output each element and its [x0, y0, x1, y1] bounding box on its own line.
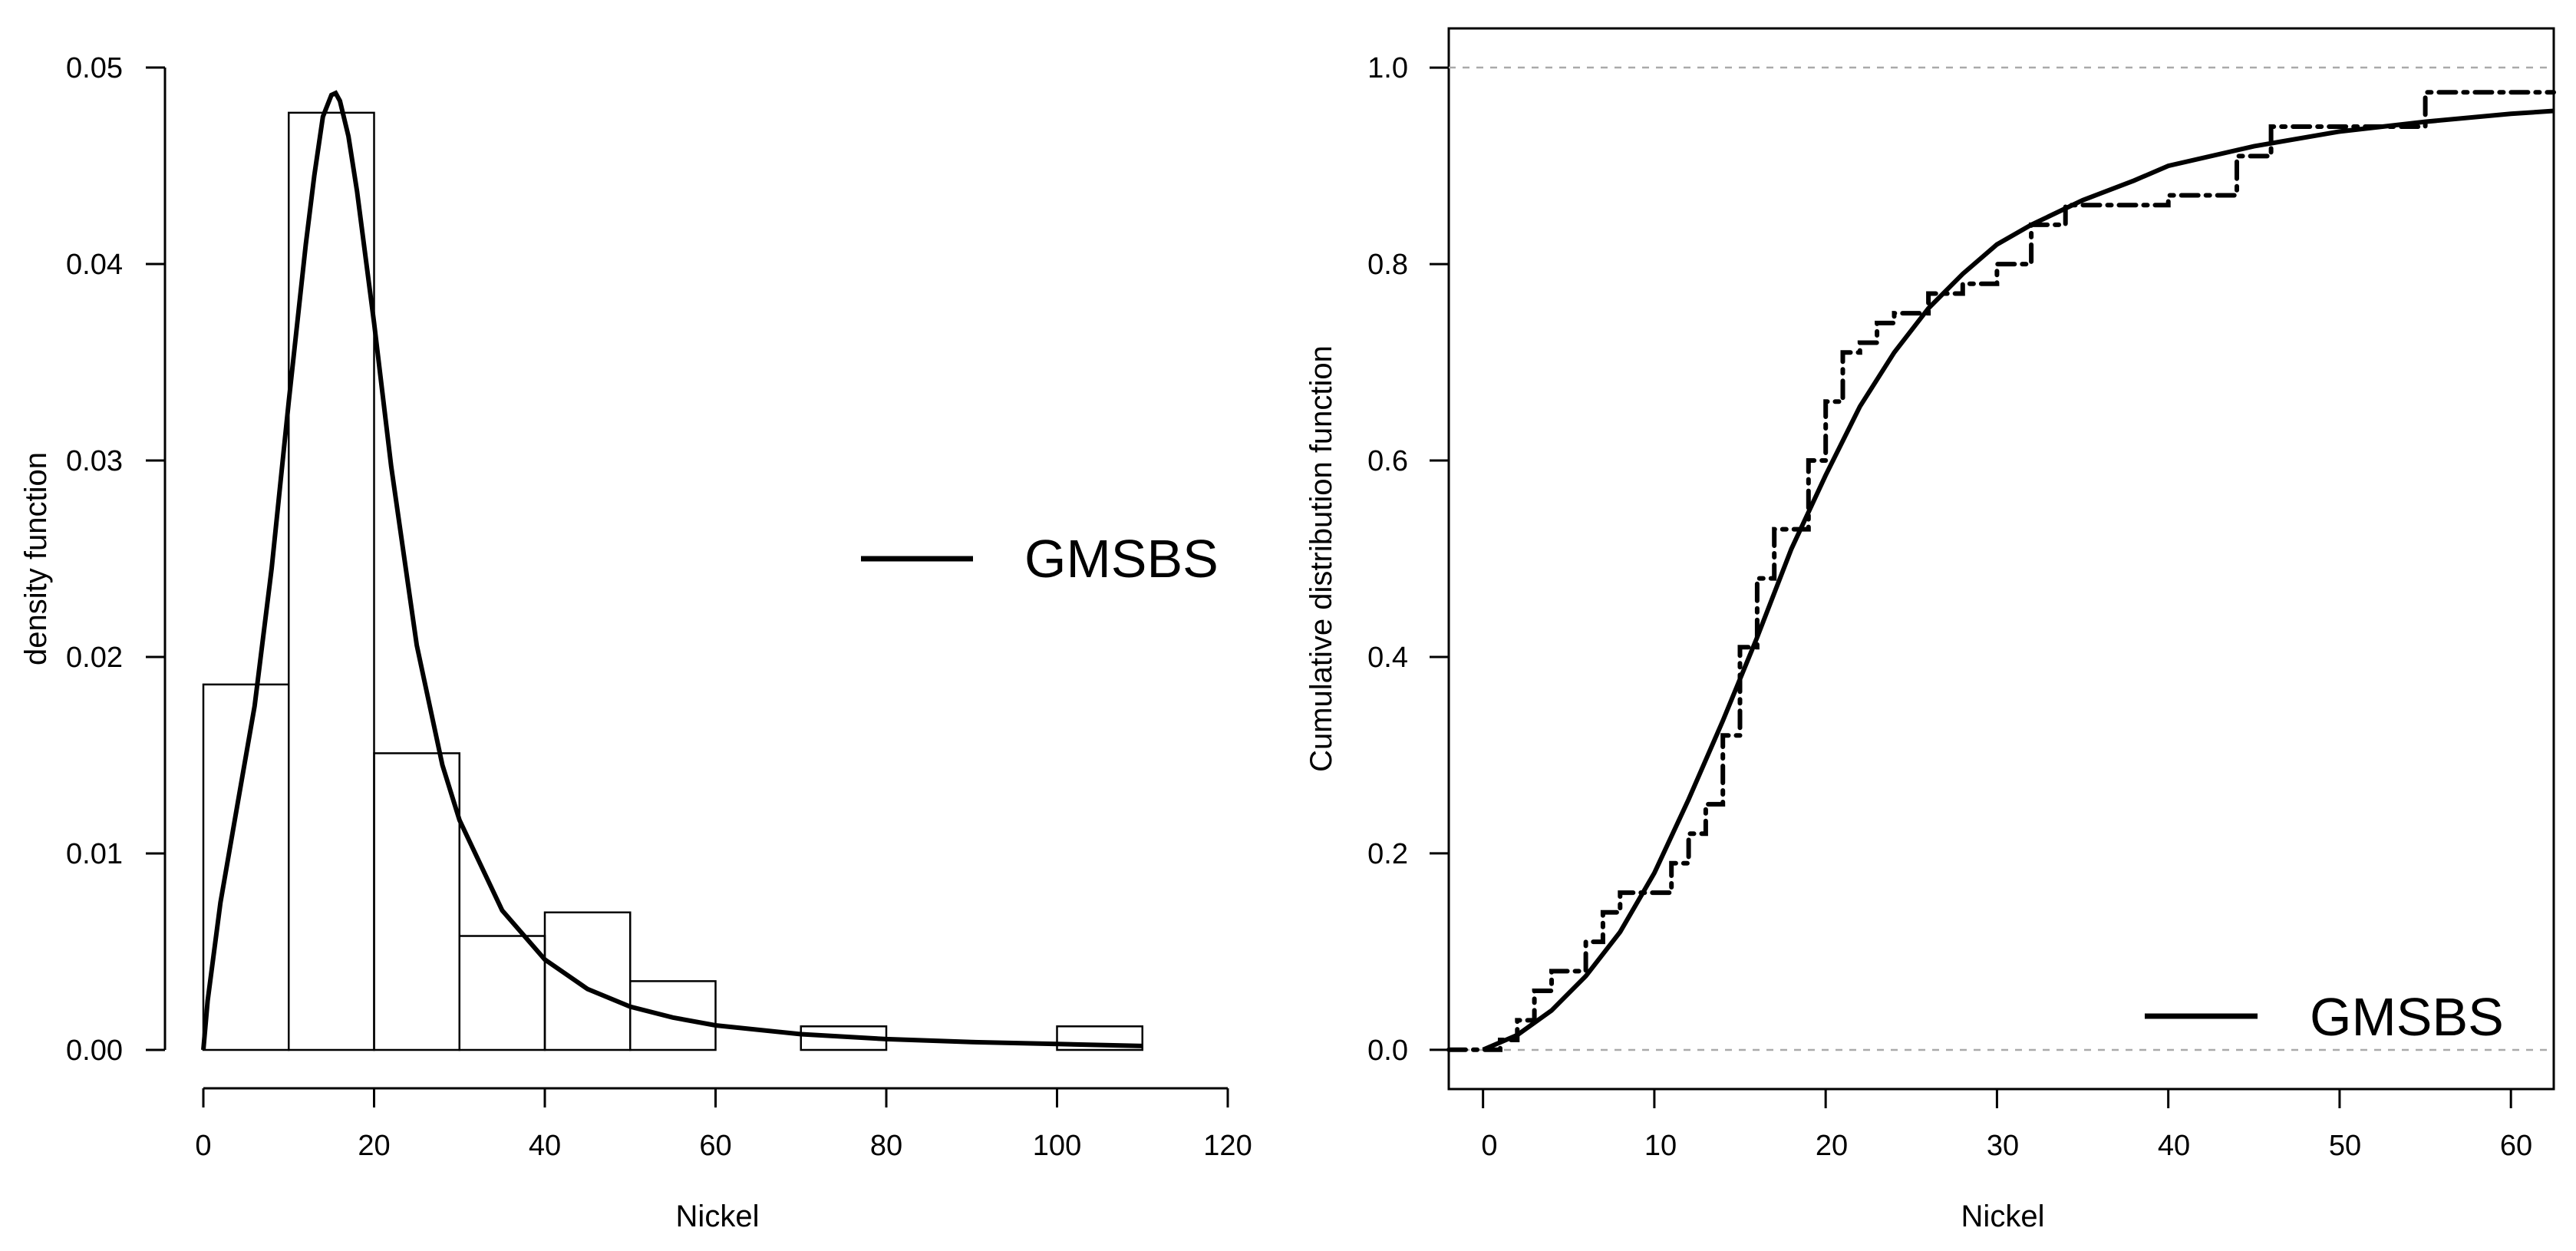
x-axis-title: Nickel — [1961, 1200, 2045, 1233]
x-tick-label: 100 — [1033, 1130, 1081, 1162]
y-tick-label: 0.00 — [66, 1035, 123, 1067]
y-tick-label: 0.8 — [1367, 249, 1408, 281]
y-tick-label: 0.04 — [66, 249, 123, 281]
x-tick-label: 30 — [1987, 1130, 2019, 1162]
legend: GMSBS — [2145, 987, 2504, 1047]
x-tick-label: 20 — [1816, 1130, 1848, 1162]
x-tick-label: 0 — [1481, 1130, 1497, 1162]
y-tick-label: 0.02 — [66, 642, 123, 674]
y-tick-label: 0.03 — [66, 445, 123, 477]
y-tick-label: 0.4 — [1367, 642, 1408, 674]
histogram-bars — [202, 111, 1143, 1051]
y-axis-title: density function — [19, 452, 53, 665]
gmsbs-cdf-curve — [1482, 108, 2555, 1052]
histogram-panel: 0.00 0.01 0.02 0.03 0.04 0.05 0 20 40 60… — [19, 52, 1252, 1233]
gmsbs-density-curve — [201, 90, 1143, 1051]
x-tick-label: 80 — [870, 1130, 902, 1162]
legend-label: GMSBS — [2310, 987, 2504, 1047]
histogram-bar — [288, 111, 375, 1051]
cdf-panel: 0.0 0.2 0.4 0.6 0.8 1.0 0 10 20 30 40 50… — [1304, 27, 2556, 1233]
x-axis-ticks — [202, 1088, 1229, 1107]
x-tick-label: 60 — [699, 1130, 731, 1162]
histogram-bar — [1056, 1025, 1143, 1051]
x-axis-title: Nickel — [676, 1200, 760, 1233]
histogram-bar — [543, 911, 632, 1051]
x-tick-label: 0 — [195, 1130, 211, 1162]
y-axis-ticks — [146, 66, 165, 1051]
x-tick-label: 50 — [2329, 1130, 2361, 1162]
y-tick-label: 0.01 — [66, 838, 123, 870]
histogram-bar — [458, 935, 546, 1051]
x-axis-ticks — [1482, 1089, 2512, 1108]
x-tick-label: 10 — [1644, 1130, 1677, 1162]
x-tick-label: 20 — [358, 1130, 390, 1162]
y-tick-label: 0.6 — [1367, 445, 1408, 477]
empirical-cdf-step — [1446, 90, 2556, 1052]
x-tick-label: 40 — [529, 1130, 561, 1162]
y-axis-ticks — [1430, 66, 1449, 1051]
y-tick-label: 0.05 — [66, 52, 123, 84]
legend: GMSBS — [861, 529, 1219, 589]
histogram-bar — [202, 683, 290, 1051]
histogram-bar — [629, 980, 717, 1051]
x-tick-label: 40 — [2158, 1130, 2190, 1162]
y-tick-label: 0.2 — [1367, 838, 1408, 870]
plot-frame — [1447, 27, 2555, 1091]
x-tick-label: 120 — [1203, 1130, 1252, 1162]
y-tick-label: 0.0 — [1367, 1035, 1408, 1067]
x-tick-label: 60 — [2500, 1130, 2532, 1162]
y-tick-label: 1.0 — [1367, 52, 1408, 84]
histogram-bar — [373, 752, 460, 1051]
legend-label: GMSBS — [1024, 529, 1219, 589]
y-axis-title: Cumulative distribution function — [1304, 345, 1338, 772]
